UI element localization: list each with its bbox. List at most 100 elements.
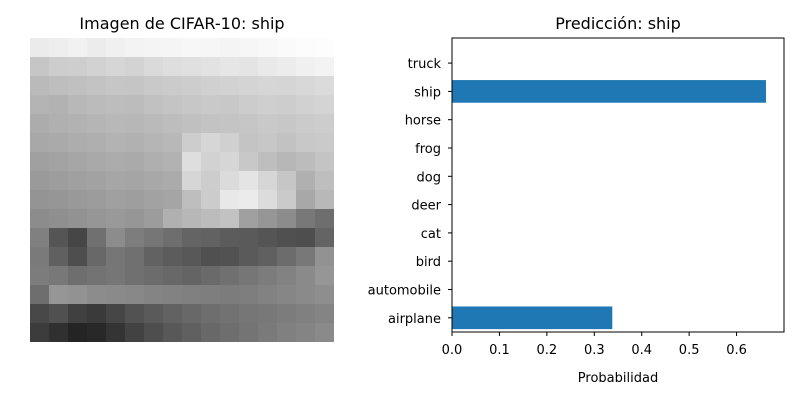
image-pixel [125,133,144,152]
image-pixel [163,76,182,95]
x-axis-label: Probabilidad [578,371,658,386]
image-pixel [30,171,49,190]
axes-frame [451,37,785,333]
image-pixel [87,304,106,323]
image-pixel [87,95,106,114]
image-pixel [106,95,125,114]
image-pixel [144,228,163,247]
image-pixel [220,38,239,57]
image-pixel [30,323,49,342]
image-pixel [239,323,258,342]
image-pixel [144,304,163,323]
x-tick-label: 0.2 [537,343,558,358]
image-pixel [258,209,277,228]
image-pixel [315,323,334,342]
y-tick-label-truck: truck [408,57,442,72]
image-pixel [87,114,106,133]
image-pixel [49,209,68,228]
image-pixel [239,114,258,133]
image-pixel [106,76,125,95]
image-pixel [163,285,182,304]
image-pixel [239,304,258,323]
image-pixel [106,152,125,171]
image-pixel [239,76,258,95]
image-pixel [68,285,87,304]
image-pixel [296,266,315,285]
image-pixel [277,228,296,247]
image-pixel [220,76,239,95]
image-pixel [125,323,144,342]
image-pixel [182,171,201,190]
image-pixel [49,38,68,57]
image-pixel [144,95,163,114]
image-pixel [315,247,334,266]
image-pixel [239,171,258,190]
image-pixel [182,38,201,57]
image-pixel [49,133,68,152]
image-pixel [296,171,315,190]
x-tick-label: 0.1 [489,343,510,358]
image-pixel [296,190,315,209]
image-pixel [163,57,182,76]
image-pixel [201,57,220,76]
image-pixel [106,38,125,57]
y-ticks-group: airplane automobile bird cat deer dog frog hors… [368,57,452,327]
image-pixel [220,133,239,152]
x-tick-label: 0.0 [442,343,463,358]
image-pixel [220,171,239,190]
image-pixel [106,190,125,209]
image-pixel [87,228,106,247]
image-pixel [315,133,334,152]
image-pixel [315,152,334,171]
image-title: Imagen de CIFAR-10: ship [79,14,285,33]
image-pixel [277,114,296,133]
image-pixel [30,76,49,95]
image-pixel [87,152,106,171]
image-pixel [125,171,144,190]
image-pixel [106,247,125,266]
image-pixel [49,190,68,209]
image-pixel [68,190,87,209]
x-tick-label: 0.4 [631,343,652,358]
image-pixel [201,209,220,228]
image-pixel [49,95,68,114]
image-pixel [106,323,125,342]
image-pixel [163,95,182,114]
image-pixel [201,38,220,57]
image-pixel [49,57,68,76]
image-pixel [163,38,182,57]
x-tick-label: 0.6 [726,343,747,358]
image-pixel [68,133,87,152]
image-pixel [239,266,258,285]
image-pixel [125,285,144,304]
y-tick-label-dog: dog [417,170,441,185]
image-pixel [201,266,220,285]
image-pixel [106,304,125,323]
image-pixel [220,266,239,285]
bars-group [452,80,766,330]
image-pixel [258,152,277,171]
image-pixel [258,266,277,285]
image-pixel [144,285,163,304]
image-pixel [258,171,277,190]
y-tick-label-bird: bird [416,255,441,270]
cifar-image [30,38,334,342]
image-pixel [258,323,277,342]
image-pixel [277,76,296,95]
image-pixel [277,209,296,228]
image-pixel [296,76,315,95]
image-pixel [182,228,201,247]
image-pixel [144,57,163,76]
image-pixel [296,114,315,133]
image-pixel [49,304,68,323]
image-pixel [87,57,106,76]
image-pixel [258,38,277,57]
image-pixel [106,266,125,285]
image-pixel [315,228,334,247]
image-pixel [144,38,163,57]
image-pixel [144,266,163,285]
image-pixel [49,266,68,285]
y-tick-label-automobile: automobile [368,284,441,299]
image-pixel [277,133,296,152]
image-pixel [220,57,239,76]
